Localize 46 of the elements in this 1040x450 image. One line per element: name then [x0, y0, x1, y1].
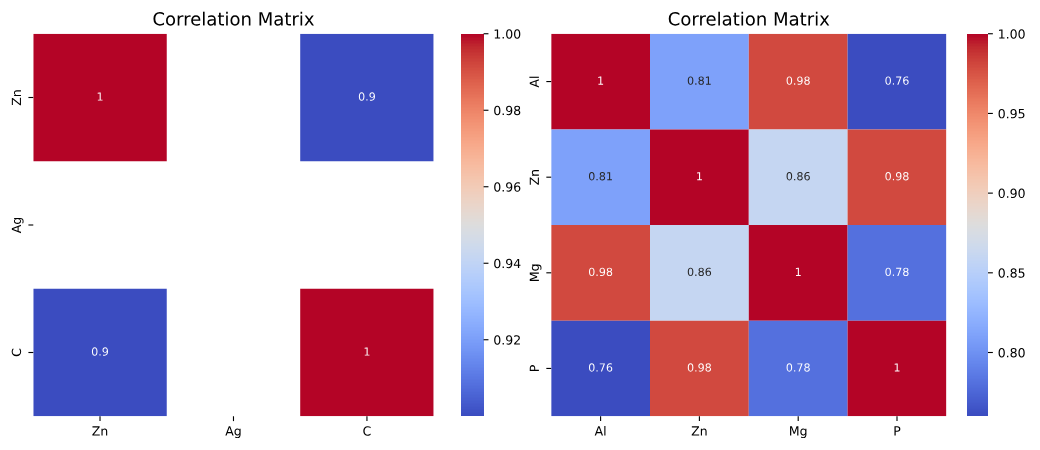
- data-label: 1: [795, 267, 801, 276]
- data-label: 0.98: [687, 363, 712, 372]
- data-label: 0.78: [885, 267, 909, 277]
- y-tick-label: Zn: [11, 90, 21, 106]
- data-label: 0.81: [588, 172, 612, 181]
- data-label: 0.9: [358, 92, 375, 101]
- chart-title: Correlation Matrix: [153, 11, 314, 26]
- color-bar-label: 0.90: [998, 188, 1025, 199]
- color-bar-label: 0.94: [494, 258, 521, 269]
- y-tick-label: C: [11, 348, 22, 357]
- y-tick-label: Zn: [529, 170, 539, 185]
- y-tick-label: Ag: [11, 217, 24, 234]
- data-label: 0.9: [91, 347, 109, 356]
- chart-title: Correlation Matrix: [668, 11, 830, 26]
- color-bar-label: 0.98: [494, 105, 521, 116]
- y-tick-label: Al: [529, 76, 539, 88]
- y-tick-label: Mg: [529, 264, 542, 281]
- data-label: 1: [894, 363, 900, 372]
- color-bar-label: 0.96: [494, 182, 521, 192]
- x-tick-label: Zn: [691, 426, 707, 436]
- color-bar-label: 0.95: [998, 108, 1025, 119]
- color-bar-label: 1.00: [494, 29, 521, 39]
- x-tick-label: Mg: [790, 426, 807, 439]
- x-tick-label: Zn: [92, 426, 108, 436]
- data-label: 1: [598, 76, 604, 85]
- data-label: 0.98: [588, 267, 613, 277]
- data-label: 1: [364, 347, 370, 356]
- data-label: 0.86: [786, 172, 810, 181]
- data-label: 0.76: [885, 76, 909, 85]
- data-label: 1: [697, 172, 702, 181]
- data-label: 0.98: [786, 76, 810, 85]
- data-label: 0.86: [687, 267, 712, 277]
- data-label: 0.98: [885, 172, 909, 181]
- data-label: 0.78: [786, 363, 810, 372]
- data-label: 1: [97, 92, 103, 101]
- y-tick-label: P: [529, 365, 539, 371]
- x-tick-label: Ag: [225, 426, 241, 439]
- data-label: 0.76: [588, 363, 613, 372]
- color-bar-label: 0.80: [998, 347, 1025, 358]
- x-tick-label: Al: [594, 425, 606, 436]
- color-bar-label: 1.00: [999, 29, 1025, 39]
- color-bar-label: 0.85: [998, 268, 1025, 278]
- color-bar-label: 0.92: [494, 335, 520, 345]
- data-label: 0.81: [687, 76, 711, 85]
- x-tick-label: P: [894, 426, 901, 436]
- x-tick-label: C: [363, 426, 371, 436]
